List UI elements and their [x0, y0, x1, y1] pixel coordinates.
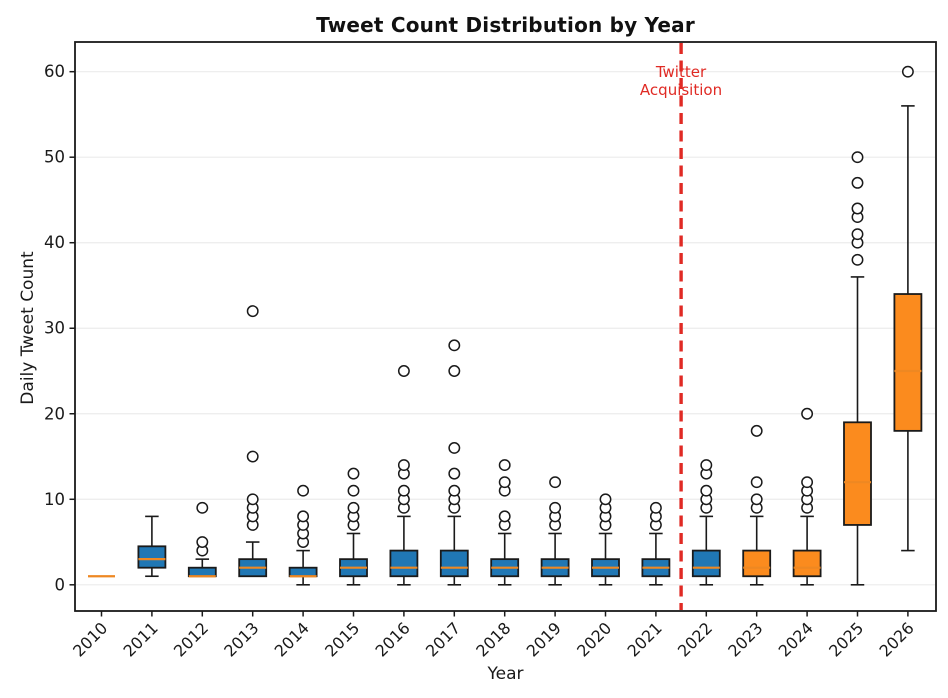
x-tick-label-2020: 2020 [573, 618, 615, 660]
x-tick-label-2017: 2017 [422, 618, 464, 660]
outlier-2023-10 [750, 493, 763, 506]
x-tick-label-2024: 2024 [775, 618, 817, 660]
outlier-2021-9 [649, 501, 662, 514]
x-tick-label-2018: 2018 [472, 618, 514, 660]
outlier-2020-10 [599, 493, 612, 506]
outlier-2018-8 [498, 510, 511, 523]
outlier-2025-44 [851, 202, 864, 215]
y-axis-label: Daily Tweet Count [18, 251, 38, 405]
box-2017 [439, 549, 469, 578]
outlier-2018-14 [498, 459, 511, 472]
x-tick-label-2011: 2011 [120, 618, 162, 660]
outlier-2017-13 [448, 467, 461, 480]
outlier-2012-5 [196, 536, 209, 548]
outlier-2016-11 [397, 484, 410, 497]
outlier-2014-11 [297, 484, 310, 497]
box-2012 [187, 566, 217, 578]
outlier-2025-50 [851, 151, 864, 164]
x-tick-label-2015: 2015 [321, 618, 363, 660]
outlier-2018-12 [498, 476, 511, 489]
outlier-2025-47 [851, 176, 864, 189]
box-2024 [792, 549, 822, 578]
outlier-2015-11 [347, 484, 360, 497]
outlier-2019-9 [549, 501, 562, 514]
outlier-2023-12 [750, 476, 763, 489]
outlier-2017-16 [448, 442, 461, 454]
box-2011 [137, 545, 167, 569]
box-2022 [691, 549, 721, 578]
y-tick-label-10: 10 [44, 490, 65, 509]
box-2023 [742, 549, 772, 578]
outlier-2022-11 [700, 484, 713, 497]
y-tick-label-50: 50 [44, 148, 65, 167]
outlier-2023-18 [750, 424, 763, 437]
y-tick-label-40: 40 [44, 233, 65, 252]
outlier-2013-10 [246, 493, 259, 506]
box-2025 [843, 421, 872, 526]
y-tick-label-30: 30 [44, 319, 65, 338]
outlier-2016-14 [397, 459, 410, 472]
outlier-2013-15 [246, 450, 259, 463]
outlier-2015-9 [347, 501, 360, 514]
y-tick-label-60: 60 [44, 62, 65, 81]
x-tick-label-2023: 2023 [724, 618, 766, 660]
outlier-2024-20 [801, 407, 814, 420]
x-tick-label-2019: 2019 [523, 618, 565, 660]
x-tick-label-2021: 2021 [624, 618, 666, 660]
outlier-2012-9 [196, 501, 209, 514]
outlier-2026-60 [901, 65, 914, 78]
x-tick-label-2012: 2012 [170, 618, 212, 660]
acquisition-annotation: Twitter Acquisition [561, 63, 801, 99]
outlier-2013-32 [246, 305, 259, 318]
outlier-2017-11 [448, 484, 461, 497]
outlier-2024-12 [801, 476, 814, 489]
y-tick-label-20: 20 [44, 404, 65, 423]
acquisition-annotation-line2: Acquisition [639, 81, 723, 99]
x-tick-label-2022: 2022 [674, 618, 716, 660]
outlier-2014-8 [297, 510, 310, 523]
outlier-2015-13 [347, 467, 360, 480]
box-2026 [893, 293, 923, 432]
x-tick-label-2010: 2010 [69, 618, 111, 660]
x-tick-label-2025: 2025 [825, 618, 867, 660]
outlier-2025-41 [851, 228, 864, 241]
chart-title: Tweet Count Distribution by Year [316, 13, 695, 37]
x-tick-label-2016: 2016 [372, 618, 414, 660]
x-axis-label: Year [487, 664, 524, 684]
acquisition-annotation-line1: Twitter [655, 63, 707, 81]
outlier-2017-28 [448, 339, 461, 352]
outlier-2017-25 [448, 365, 461, 377]
plot-border [74, 41, 937, 612]
x-tick-label-2026: 2026 [876, 618, 918, 660]
y-tick-label-0: 0 [55, 575, 66, 594]
x-tick-label-2013: 2013 [220, 618, 262, 660]
box-2014 [288, 566, 318, 578]
box-2016 [389, 549, 419, 578]
outlier-2016-25 [397, 365, 410, 377]
outlier-2025-38 [851, 253, 864, 266]
x-tick-label-2014: 2014 [271, 618, 313, 660]
outlier-2022-14 [700, 459, 713, 472]
outlier-2019-12 [549, 476, 562, 489]
